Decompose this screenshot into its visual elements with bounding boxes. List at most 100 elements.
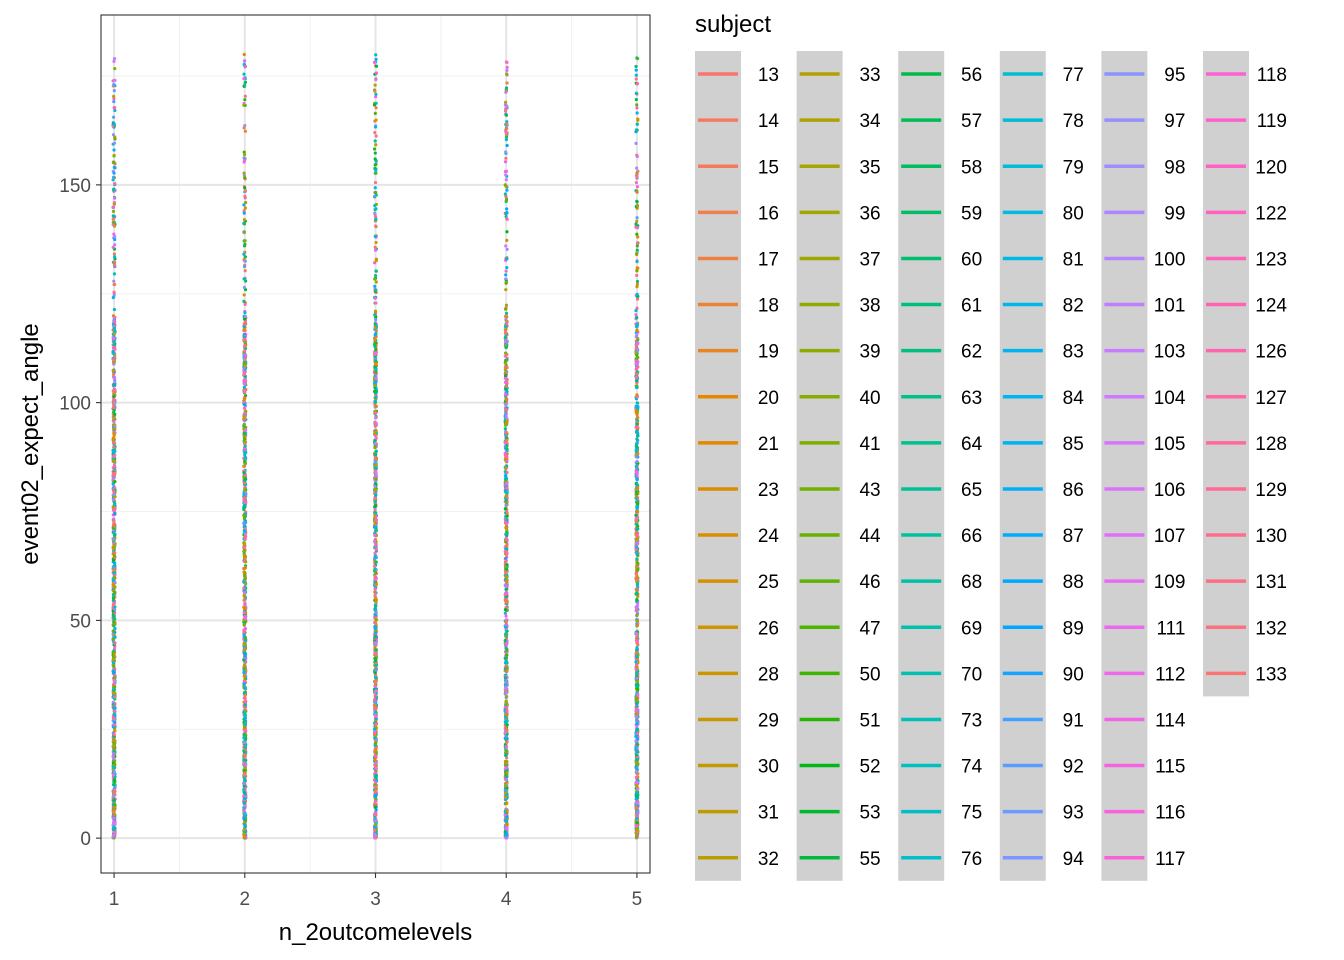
data-point: [634, 443, 639, 447]
data-point: [374, 347, 378, 352]
legend-label: 101: [1154, 296, 1186, 317]
data-point: [373, 515, 378, 519]
data-point: [504, 477, 509, 481]
data-point: [504, 819, 508, 823]
legend-label: 21: [758, 434, 779, 455]
data-point: [113, 257, 117, 261]
data-point: [112, 351, 116, 356]
data-point: [113, 679, 117, 683]
data-point: [243, 206, 247, 210]
data-point: [634, 513, 638, 517]
data-point: [374, 518, 378, 522]
data-point: [112, 376, 116, 380]
data-point: [111, 438, 115, 442]
data-point: [505, 257, 509, 261]
legend-label: 52: [859, 757, 880, 778]
data-point: [242, 679, 246, 683]
data-point: [243, 607, 247, 611]
data-point: [373, 704, 378, 708]
data-point: [111, 658, 115, 662]
data-point: [505, 408, 509, 412]
data-point: [243, 186, 247, 190]
data-point: [504, 549, 508, 554]
data-point: [242, 733, 247, 737]
data-point: [373, 296, 377, 300]
legend-label: 35: [859, 157, 880, 178]
data-point: [635, 671, 639, 676]
data-point: [504, 244, 508, 248]
data-point: [243, 269, 247, 273]
data-point: [374, 652, 378, 656]
legend-label: 89: [1063, 618, 1084, 639]
data-point: [504, 288, 508, 292]
data-point: [113, 378, 117, 383]
legend-label: 15: [758, 157, 779, 178]
data-point: [112, 812, 117, 816]
data-point: [635, 454, 639, 459]
data-point: [634, 739, 638, 743]
data-point: [373, 204, 377, 208]
data-point: [374, 143, 378, 147]
data-point: [373, 635, 377, 639]
data-point: [373, 799, 377, 803]
data-point: [113, 424, 117, 429]
data-point: [112, 59, 116, 63]
data-point: [505, 585, 509, 589]
legend-label: 25: [758, 572, 779, 593]
data-point: [373, 333, 377, 337]
data-point: [504, 113, 509, 117]
legend-label: 69: [961, 618, 982, 639]
data-point: [374, 370, 378, 374]
data-point: [112, 565, 116, 569]
legend-key-column: [898, 51, 945, 881]
data-point: [112, 454, 116, 458]
data-point: [112, 372, 116, 377]
legend-label: 82: [1063, 296, 1084, 317]
data-point: [504, 358, 508, 363]
data-point: [373, 456, 377, 460]
data-point: [636, 355, 640, 359]
data-point: [113, 635, 117, 639]
data-point: [635, 519, 639, 524]
data-point: [243, 444, 247, 448]
data-point: [374, 359, 378, 363]
data-point: [374, 318, 378, 322]
data-point: [635, 583, 640, 587]
data-point: [373, 574, 377, 579]
data-point: [636, 348, 640, 352]
data-point: [113, 561, 117, 565]
data-point: [111, 441, 116, 445]
data-point: [374, 168, 378, 172]
data-point: [113, 585, 117, 589]
data-point: [634, 91, 638, 95]
data-point: [112, 346, 116, 350]
legend-label: 34: [859, 111, 881, 132]
data-point: [504, 133, 508, 137]
data-point: [636, 406, 640, 410]
data-point: [111, 716, 115, 720]
data-point: [505, 217, 509, 221]
data-point: [243, 647, 247, 652]
data-point: [112, 664, 116, 669]
data-point: [373, 595, 377, 599]
data-point: [111, 505, 115, 509]
data-point: [111, 209, 116, 214]
data-point: [112, 398, 116, 402]
data-point: [504, 486, 509, 490]
data-point: [374, 493, 378, 497]
data-point: [634, 351, 638, 355]
legend-label: 51: [859, 710, 880, 731]
data-point: [113, 626, 117, 631]
legend-label: 123: [1255, 249, 1287, 270]
data-point: [635, 613, 639, 617]
legend-label: 128: [1255, 434, 1287, 455]
data-point: [636, 118, 640, 122]
data-point: [373, 163, 377, 167]
data-point: [112, 798, 116, 802]
data-point: [242, 218, 247, 222]
data-point: [113, 480, 117, 484]
data-point: [635, 190, 639, 194]
data-point: [373, 284, 377, 288]
data-point: [505, 511, 509, 515]
data-point: [242, 211, 246, 215]
